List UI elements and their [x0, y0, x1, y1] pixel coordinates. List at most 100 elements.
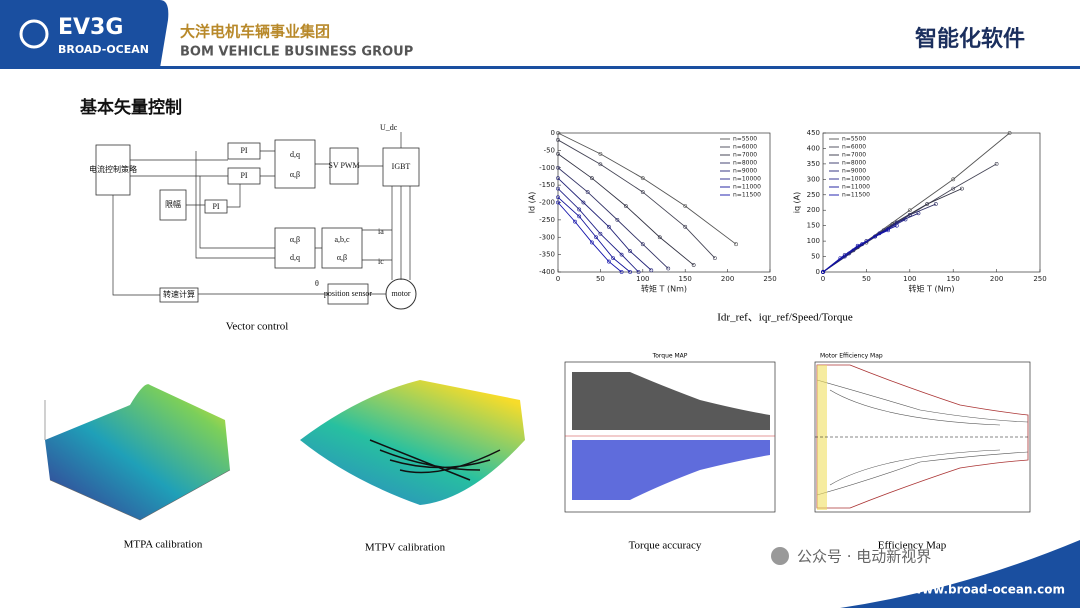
y-axis-label: iq (A) [793, 192, 802, 214]
efficiency-map-figure: Motor Efficiency Map [814, 353, 1031, 513]
x-tick-label: 150 [679, 275, 692, 283]
node: SV PWM [328, 161, 359, 170]
node: position sensor [324, 289, 373, 298]
logo-sub: BROAD-OCEAN [58, 43, 149, 56]
y-tick-label: 350 [807, 160, 820, 168]
y-tick-label: 100 [807, 237, 820, 245]
x-tick-label: 50 [596, 275, 605, 283]
company-en: BOM VEHICLE BUSINESS GROUP [180, 45, 413, 60]
y-tick-label: -300 [539, 233, 555, 241]
y-axis-label: Id (A) [528, 192, 537, 214]
legend-label: n=9000 [842, 168, 866, 175]
y-tick-label: -200 [539, 199, 555, 207]
point [994, 161, 999, 166]
vector-control-diagram: 电流控制策略 PI PI PI d,qα,β SV PWM IGBT U_dc … [89, 123, 420, 310]
node: α,β [290, 235, 300, 244]
x-tick-label: 200 [990, 275, 1003, 283]
caption: Torque accuracy [629, 540, 702, 552]
y-tick-label: 200 [807, 206, 820, 214]
point [683, 204, 688, 208]
point [873, 234, 877, 239]
point [556, 186, 560, 191]
x-tick-label: 100 [903, 275, 916, 283]
legend-label: n=11500 [842, 192, 870, 199]
point [581, 200, 586, 205]
point [640, 176, 645, 181]
point [933, 202, 938, 206]
x-tick-label: 250 [763, 275, 776, 283]
point [886, 228, 891, 233]
point [606, 259, 611, 264]
point [838, 256, 843, 261]
point [585, 190, 590, 194]
point [864, 239, 869, 244]
torque-map-figure: Torque MAP [564, 353, 776, 513]
point [619, 252, 624, 257]
y-tick-label: 400 [807, 144, 820, 152]
header: EV3G BROAD-OCEAN 大洋电机车辆事业集团 BOM VEHICLE … [0, 0, 1080, 69]
node: d,q [290, 253, 300, 262]
caption: MTPA calibration [124, 539, 203, 551]
y-tick-label: -100 [539, 164, 555, 172]
mtpa-figure [44, 384, 231, 521]
point [606, 224, 611, 229]
point [628, 249, 632, 254]
figure-title: Torque MAP [652, 353, 688, 360]
node: PI [240, 146, 247, 155]
point [556, 200, 560, 205]
point [666, 266, 671, 271]
watermark: 公众号 · 电动新视界 [797, 548, 931, 566]
caption: Idr_ref、iqr_ref/Speed/Torque [717, 312, 853, 324]
legend-label: n=8000 [733, 160, 757, 167]
node: a,b,c [334, 235, 350, 244]
x-tick-label: 100 [636, 275, 649, 283]
point [556, 195, 560, 200]
y-tick-label: 300 [807, 175, 820, 183]
point [712, 256, 717, 261]
point [590, 240, 594, 245]
point [640, 242, 645, 247]
point [649, 268, 654, 273]
point [657, 235, 662, 240]
point [556, 131, 560, 135]
caption: Efficiency Map [878, 540, 947, 552]
node: IGBT [392, 162, 411, 171]
point [951, 186, 956, 191]
series-line [557, 167, 669, 269]
y-tick-label: 150 [807, 222, 820, 230]
plot-area [557, 132, 771, 273]
point [907, 212, 912, 217]
node: θ [315, 279, 319, 288]
node: 限幅 [165, 199, 181, 209]
logo-bg [0, 0, 169, 68]
node: PI [212, 202, 219, 211]
point [951, 177, 956, 182]
y-tick-label: 50 [811, 253, 820, 261]
legend-label: n=10000 [842, 176, 870, 183]
point [598, 151, 603, 156]
point [611, 256, 616, 261]
url: www.broad-ocean.com [911, 583, 1065, 597]
node: U_dc [380, 123, 398, 132]
node: α,β [290, 170, 300, 179]
y-tick-label: 250 [807, 191, 820, 199]
logo: EV3G [58, 15, 123, 40]
node: d,q [290, 150, 300, 159]
node: α,β [337, 253, 347, 262]
caption: MTPV calibration [365, 542, 446, 554]
y-tick-label: -250 [539, 216, 555, 224]
point [855, 243, 860, 248]
legend-label: n=11000 [842, 184, 870, 191]
footer: 公众号 · 电动新视界 www.broad-ocean.com [771, 540, 1080, 608]
series-line [557, 202, 622, 273]
x-axis-label: 转矩 T (Nm) [641, 284, 687, 294]
legend-label: n=9000 [733, 168, 757, 175]
series-line [557, 188, 639, 273]
x-tick-label: 0 [821, 275, 825, 283]
point [636, 270, 641, 274]
point [894, 223, 899, 228]
mtpv-figure [300, 380, 525, 505]
series-line [822, 225, 897, 273]
point [577, 214, 582, 219]
point [628, 270, 632, 274]
